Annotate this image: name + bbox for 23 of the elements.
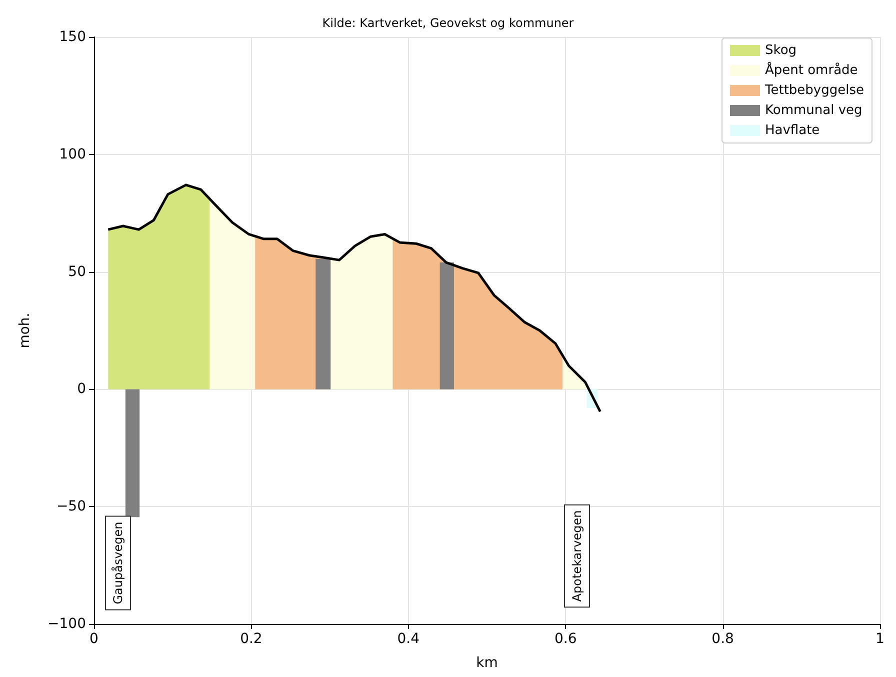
annotation: Gaupåsvegen: [111, 522, 125, 604]
y-tick-label: 150: [59, 29, 86, 45]
x-tick-label: 0.8: [712, 631, 734, 647]
x-axis-title: km: [476, 655, 498, 671]
y-tick-label: −50: [56, 498, 86, 515]
annotation: Apotekarvegen: [570, 510, 584, 602]
legend-label: Kommunal veg: [764, 103, 862, 118]
y-tick-label: 100: [59, 146, 86, 162]
x-tick-label: 0.6: [554, 631, 577, 647]
y-tick-label: 50: [68, 264, 86, 280]
legend-label: Tettbebyggelse: [764, 83, 864, 98]
x-tick-label: 0.2: [240, 631, 262, 647]
legend-label: Havflate: [764, 123, 820, 138]
legend-label: Skog: [764, 43, 797, 58]
chart-title: Kilde: Kartverket, Geovekst og kommuner: [322, 16, 574, 30]
x-tick-label: 1: [876, 631, 884, 647]
x-tick-label: 0: [90, 631, 98, 647]
x-tick-label: 0.4: [397, 631, 420, 647]
y-tick-label: 0: [77, 381, 86, 398]
y-tick-label: −100: [48, 616, 86, 632]
y-axis-title: moh.: [17, 312, 33, 348]
line-series: [106, 184, 602, 413]
legend-label: Åpent område: [764, 61, 858, 78]
